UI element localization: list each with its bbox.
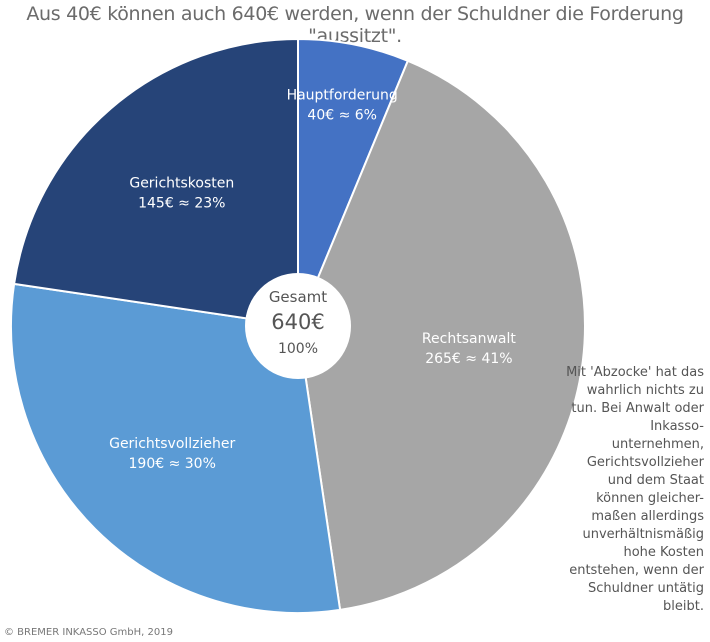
center-circle [245,273,351,379]
slice-value-label: 190€ ≈ 30% [129,456,216,472]
slice-name-label: Gerichtskosten [129,175,234,191]
slice-value-label: 40€ ≈ 6% [307,108,377,124]
pie-slice-gerichtskosten [12,37,299,328]
slice-value-label: 265€ ≈ 41% [425,351,512,367]
pie-slice-rechtsanwalt [296,59,586,612]
slice-name-label: Hauptforderung [287,88,398,104]
slice-value-label: 145€ ≈ 23% [138,195,225,211]
chart-title: Aus 40€ können auch 640€ werden, wenn de… [26,3,684,47]
center-label-total: 640€ [271,310,324,334]
center-label-title: Gesamt [269,288,327,306]
slice-name-label: Gerichtsvollzieher [109,436,235,452]
center-label-percent: 100% [278,341,318,357]
slice-name-label: Rechtsanwalt [422,331,516,347]
copyright-footer: © BREMER INKASSO GmbH, 2019 [4,627,173,638]
side-note: Mit 'Abzocke' hat das wahrlich nichts zu… [566,365,704,614]
pie-slice-gerichtsvollzieher [10,282,342,614]
